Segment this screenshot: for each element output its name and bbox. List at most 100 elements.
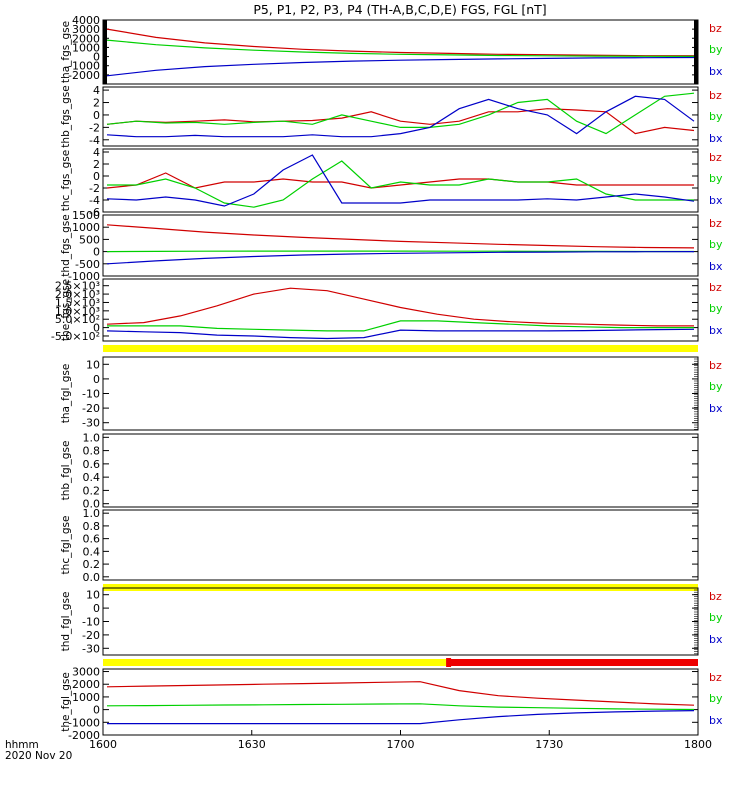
ytick-label: 2000 — [72, 32, 100, 45]
series-bz — [106, 108, 695, 135]
ytick-label: -20 — [82, 402, 100, 415]
panel-frame — [102, 433, 699, 508]
ytick-label: 0.8 — [83, 520, 101, 533]
panel-ylabel: thb_fgs_gse — [60, 85, 72, 147]
panel-ylabel: thc_fgs_gse — [60, 150, 72, 211]
ytick-label: 0.8 — [83, 445, 101, 458]
series-bz — [106, 28, 694, 57]
ytick-label: -2 — [89, 121, 100, 134]
ytick-label: 1000 — [72, 41, 100, 54]
ytick-label: 0.0 — [83, 571, 101, 584]
ytick-label: -30 — [82, 417, 100, 430]
legend-bx: bx — [709, 132, 723, 145]
legend-bz: bz — [709, 217, 722, 230]
legend-by: by — [709, 43, 723, 56]
legend-bx: bx — [709, 65, 723, 78]
ytick-label: 2 — [93, 158, 100, 171]
ytick-label: 3000 — [72, 23, 100, 36]
ytick-label: -1000 — [68, 60, 100, 73]
ytick-label: -20 — [82, 629, 100, 642]
panel-frame — [102, 587, 699, 656]
panel-ylabel: the_fgs_gse — [60, 279, 72, 341]
ytick-label: 10 — [86, 589, 100, 602]
panel-the_fgs_gse: -5.0×10²05.0×10²1.0×10³1.5×10³2.0×10³2.5… — [51, 278, 723, 352]
series-by — [107, 160, 694, 208]
ytick-label: -1000 — [68, 716, 100, 729]
legend-bx: bx — [709, 260, 723, 273]
ytick-label: -30 — [82, 642, 100, 655]
series-by — [106, 39, 695, 58]
legend-by: by — [709, 238, 723, 251]
ytick-label: -6 — [89, 206, 100, 219]
panel-frame — [102, 356, 699, 431]
xtick-label: 1630 — [238, 738, 266, 751]
legend-by: by — [709, 110, 723, 123]
panel-frame — [102, 278, 699, 342]
panel-tha_fgl_gse: -30 -20-10 0 10 tha_fgl_gse bz by bx — [60, 356, 723, 431]
legend-by: by — [709, 302, 723, 315]
ytick-label: 1000 — [72, 691, 100, 704]
ytick-label: 0.0 — [83, 498, 101, 511]
ytick-label: 1000 — [72, 221, 100, 234]
legend-bz: bz — [709, 151, 722, 164]
ytick-label: -500 — [75, 258, 100, 271]
legend-bx: bx — [709, 194, 723, 207]
legend-by: by — [709, 692, 723, 705]
x-axis: 1600 1630 1700 1730 1800 — [89, 730, 712, 751]
legend-bz: bz — [709, 590, 722, 603]
series-bx — [106, 95, 695, 138]
status-bar-red — [448, 659, 698, 666]
legend-bz: bz — [709, 281, 722, 294]
panel-ylabel: thc_fgl_gse — [60, 516, 72, 575]
ytick-label: 0 — [93, 109, 100, 122]
ytick-label: 0 — [93, 51, 100, 64]
panel-frame — [102, 509, 699, 581]
series-by — [106, 92, 695, 135]
legend-bz: bz — [709, 359, 722, 372]
ytick-label: -4 — [89, 194, 100, 207]
ytick-label: 0.6 — [83, 533, 101, 546]
series-by — [107, 320, 694, 332]
ytick-label: 2.0×10³ — [55, 288, 100, 301]
ytick-label: 0 — [93, 322, 100, 335]
status-bar-marker — [446, 658, 452, 667]
ytick-label: 0.4 — [83, 545, 101, 558]
status-bar-yellow — [103, 659, 449, 666]
legend-bx: bx — [709, 633, 723, 646]
date-label: 2020 Nov 20 — [5, 750, 72, 762]
x-units-label: hhmm — [5, 739, 39, 751]
panel-ylabel: thd_fgs_gse — [60, 214, 72, 276]
xtick-label: 1730 — [535, 738, 563, 751]
panel-frame — [102, 214, 699, 277]
series-bx — [106, 154, 695, 207]
ytick-label: 4 — [93, 146, 100, 159]
ytick-label: 2 — [93, 97, 100, 110]
series-bx — [106, 328, 695, 340]
legend-by: by — [709, 172, 723, 185]
ytick-label: 0 — [93, 704, 100, 717]
series-bx — [106, 251, 695, 265]
series-bz — [106, 681, 695, 706]
xtick-label: 1800 — [684, 738, 712, 751]
ytick-label: 0 — [93, 373, 100, 386]
series-bz — [106, 224, 695, 249]
ytick-label: 1.0×10³ — [55, 305, 100, 318]
ytick-label: 0.6 — [83, 458, 101, 471]
panel-ylabel: tha_fgl_gse — [60, 364, 72, 424]
ytick-label: 1.0 — [83, 507, 101, 520]
ytick-label: 0.2 — [83, 484, 101, 497]
ytick-label: 4 — [93, 84, 100, 97]
ytick-label: -2000 — [68, 69, 100, 82]
legend-bz: bz — [709, 22, 722, 35]
panel-ylabel: thb_fgl_gse — [60, 441, 72, 501]
ytick-label: -2000 — [68, 729, 100, 742]
ytick-label: 0.4 — [83, 471, 101, 484]
legend-by: by — [709, 611, 723, 624]
